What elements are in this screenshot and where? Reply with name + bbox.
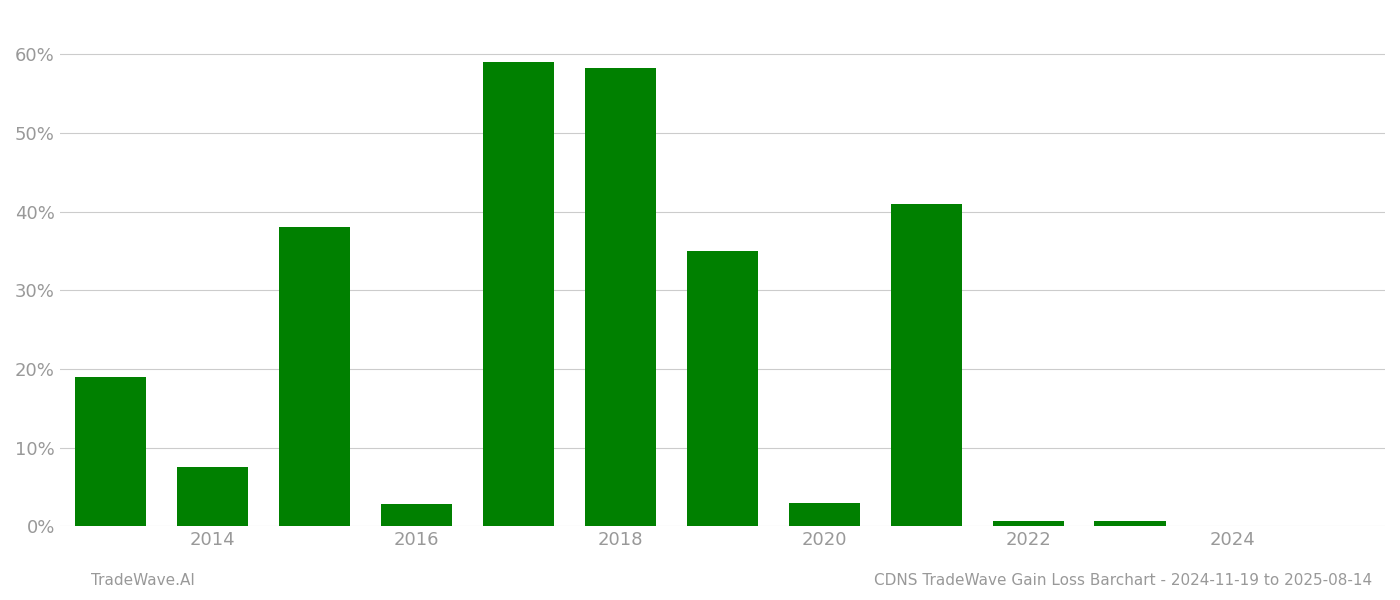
Bar — [993, 521, 1064, 526]
Bar — [890, 204, 962, 526]
Bar — [585, 68, 657, 526]
Bar — [788, 503, 860, 526]
Bar — [76, 377, 147, 526]
Bar — [686, 251, 757, 526]
Bar — [483, 62, 554, 526]
Text: CDNS TradeWave Gain Loss Barchart - 2024-11-19 to 2025-08-14: CDNS TradeWave Gain Loss Barchart - 2024… — [874, 573, 1372, 588]
Text: TradeWave.AI: TradeWave.AI — [91, 573, 195, 588]
Bar — [176, 467, 248, 526]
Bar — [1095, 521, 1166, 526]
Bar — [279, 227, 350, 526]
Bar — [381, 504, 452, 526]
